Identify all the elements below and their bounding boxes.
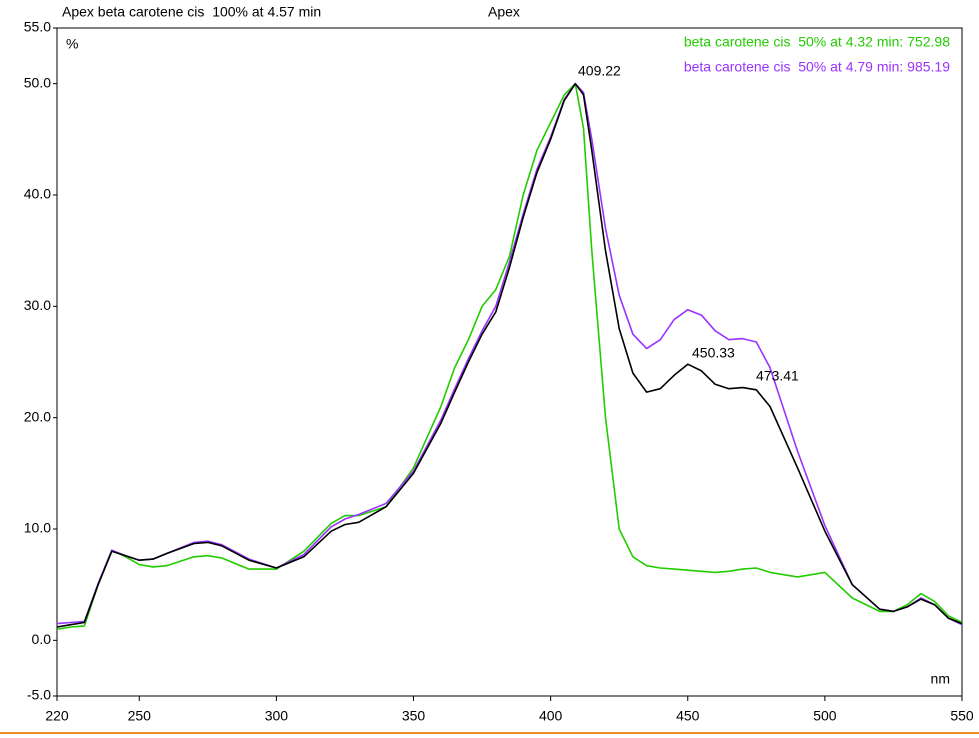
y-unit-label: % [66, 36, 78, 52]
x-tick-label: 400 [539, 708, 563, 724]
y-tick-label: 50.0 [24, 74, 51, 90]
x-tick-label: 550 [950, 708, 974, 724]
x-tick-label: 350 [402, 708, 426, 724]
plot-frame [56, 27, 963, 697]
x-tick-label: 300 [265, 708, 289, 724]
peak-label: 409.22 [578, 63, 621, 79]
header-title: Apex beta carotene cis 100% at 4.57 min [62, 4, 321, 20]
x-tick-label: 500 [813, 708, 837, 724]
legend-entry: beta carotene cis 50% at 4.79 min: 985.1… [684, 59, 950, 75]
x-unit-label: nm [931, 671, 950, 687]
peak-label: 450.33 [692, 345, 735, 361]
y-tick-label: 0.0 [32, 631, 52, 647]
spectrum-line [56, 82, 963, 630]
header-right: Apex [488, 4, 520, 20]
peak-label: 473.41 [756, 368, 799, 384]
y-tick-label: 20.0 [24, 408, 51, 424]
y-tick-label: 55.0 [24, 19, 51, 35]
y-tick-label: 30.0 [24, 297, 51, 313]
y-tick-label: -5.0 [27, 687, 51, 703]
y-tick-label: 40.0 [24, 186, 51, 202]
spectrum-line [56, 82, 963, 628]
legend-entry: beta carotene cis 50% at 4.32 min: 752.9… [684, 34, 950, 50]
plot-area: -5.0 0.0 10.0 20.0 30.0 40.0 50.0 55.0 220 250 300… [24, 19, 974, 724]
x-tick-label: 250 [128, 708, 152, 724]
x-tick-label: 220 [45, 708, 69, 724]
x-tick-label: 450 [676, 708, 700, 724]
y-tick-label: 10.0 [24, 520, 51, 536]
spectrum-line [56, 82, 963, 626]
